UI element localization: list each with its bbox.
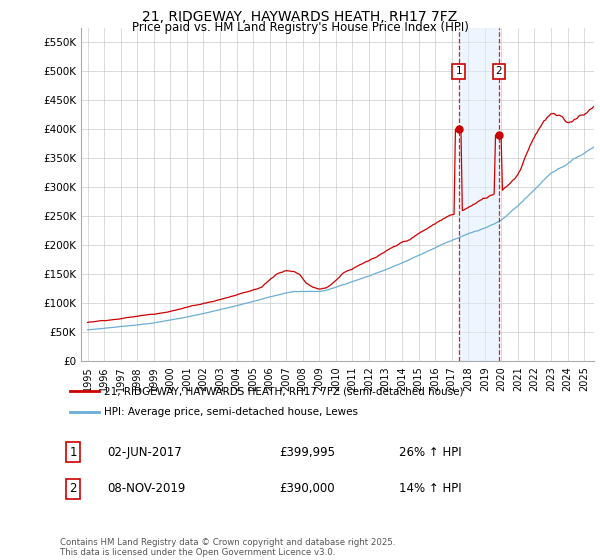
Text: 2: 2: [496, 67, 502, 77]
Text: Price paid vs. HM Land Registry's House Price Index (HPI): Price paid vs. HM Land Registry's House …: [131, 21, 469, 34]
Text: 2: 2: [70, 482, 77, 495]
Bar: [458, 28, 499, 361]
Text: 21, RIDGEWAY, HAYWARDS HEATH, RH17 7FZ: 21, RIDGEWAY, HAYWARDS HEATH, RH17 7FZ: [142, 10, 458, 24]
Text: 1: 1: [455, 67, 462, 77]
Text: 21, RIDGEWAY, HAYWARDS HEATH, RH17 7FZ (semi-detached house): 21, RIDGEWAY, HAYWARDS HEATH, RH17 7FZ (…: [104, 386, 464, 396]
Text: Contains HM Land Registry data © Crown copyright and database right 2025.
This d: Contains HM Land Registry data © Crown c…: [60, 538, 395, 557]
Text: £390,000: £390,000: [279, 482, 335, 495]
Text: HPI: Average price, semi-detached house, Lewes: HPI: Average price, semi-detached house,…: [104, 407, 358, 417]
Text: 1: 1: [70, 446, 77, 459]
Text: 08-NOV-2019: 08-NOV-2019: [107, 482, 185, 495]
Text: £399,995: £399,995: [279, 446, 335, 459]
Text: 02-JUN-2017: 02-JUN-2017: [107, 446, 182, 459]
Text: 14% ↑ HPI: 14% ↑ HPI: [400, 482, 462, 495]
Text: 26% ↑ HPI: 26% ↑ HPI: [400, 446, 462, 459]
